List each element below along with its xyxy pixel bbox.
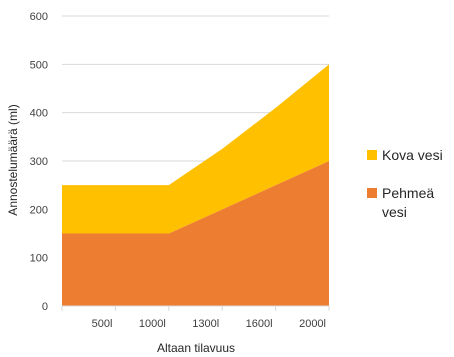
plot-areas [62, 64, 329, 306]
legend: Kova vesi Pehmeä vesi [367, 147, 443, 220]
y-tick-label: 600 [30, 11, 48, 23]
area-kova-vesi [62, 64, 329, 234]
legend-swatch-kova-vesi [367, 150, 377, 160]
y-tick-label: 500 [30, 59, 48, 71]
x-tick-label: 2000l [299, 318, 326, 330]
x-tick-labels: 500l 1000l 1300l 1600l 2000l [61, 306, 330, 330]
y-axis-title: Annostelumäärä (ml) [6, 104, 20, 215]
legend-label-pehmea-vesi: Pehmeä vesi [382, 185, 438, 220]
y-tick-label: 300 [30, 156, 48, 168]
area-pehmea-vesi [62, 161, 329, 306]
y-tick-label: 100 [30, 253, 48, 265]
x-tick-label: 1300l [192, 318, 219, 330]
x-tick-label: 500l [92, 318, 113, 330]
x-axis-title: Altaan tilavuus [157, 341, 235, 355]
legend-label-kova-vesi: Kova vesi [382, 147, 443, 163]
y-tick-label: 400 [30, 108, 48, 120]
legend-swatch-pehmea-vesi [367, 188, 377, 198]
x-tick-label: 1600l [246, 318, 273, 330]
y-tick-label: 0 [42, 301, 48, 313]
x-tick-label: 1000l [139, 318, 166, 330]
y-tick-label: 200 [30, 204, 48, 216]
y-tick-labels: 0 100 200 300 400 500 600 [30, 11, 48, 313]
